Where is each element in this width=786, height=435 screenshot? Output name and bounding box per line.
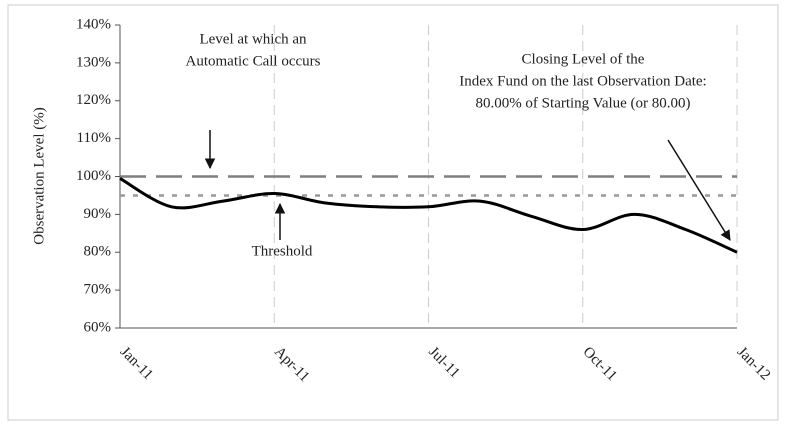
y-tick-label: 130% [76,54,111,70]
annotations [204,130,731,241]
annotation: 80.00% of Starting Value (or 80.00) [475,95,690,111]
annotation: Closing Level of the [522,51,645,67]
annotation: Automatic Call occurs [186,53,321,69]
y-tick-label: 80% [84,244,112,260]
y-tick-label: 90% [84,206,112,222]
x-tick-label: Apr-11 [271,344,312,385]
data-line [119,177,738,254]
annotation: Level at which an [199,31,307,47]
arrow [667,139,731,241]
x-tick-label: Jan-11 [117,344,156,383]
annotation: Index Fund on the last Observation Date: [459,73,706,89]
y-tick-label: 60% [84,319,112,335]
y-tick-label: 100% [76,168,111,184]
y-tick-label: 110% [77,130,111,146]
frame [7,4,779,421]
y-tick-label: 70% [84,282,112,298]
y-tick-label: 120% [76,92,111,108]
x-tick-label: Jul-11 [425,344,462,381]
x-tick-label: Oct-11 [579,344,619,384]
annotation: Threshold [252,243,313,259]
y-axis-label: Observation Level (%) [31,107,47,244]
y-tick-label: 140% [76,16,111,32]
x-tick-label: Jan-12 [734,344,774,384]
